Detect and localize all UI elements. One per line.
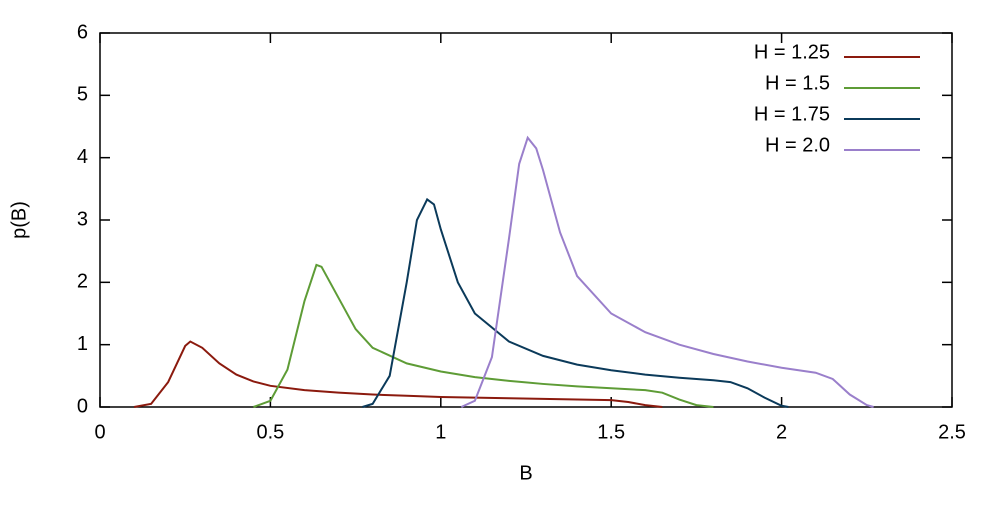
y-tick-label: 5 <box>77 84 88 106</box>
y-tick-label: 4 <box>77 146 88 168</box>
x-tick-label: 1 <box>435 421 446 443</box>
series-line <box>362 197 789 408</box>
x-tick-label: 0.5 <box>256 421 284 443</box>
x-axis-label: B <box>519 462 532 484</box>
series-line <box>133 340 663 408</box>
series-line <box>253 263 714 408</box>
legend-label: H = 1.75 <box>754 103 830 125</box>
legend-label: H = 1.5 <box>765 72 830 94</box>
x-tick-label: 2 <box>776 421 787 443</box>
legend-label: H = 2.0 <box>765 134 830 156</box>
y-tick-label: 0 <box>77 395 88 417</box>
x-tick-label: 2.5 <box>938 421 966 443</box>
y-tick-label: 1 <box>77 333 88 355</box>
legend-label: H = 1.25 <box>754 41 830 63</box>
series-line <box>460 135 874 408</box>
y-tick-label: 2 <box>77 271 88 293</box>
y-tick-label: 3 <box>77 208 88 230</box>
x-tick-label: 1.5 <box>597 421 625 443</box>
y-axis-label: p(B) <box>8 201 30 239</box>
y-tick-label: 6 <box>77 21 88 43</box>
x-tick-label: 0 <box>94 421 105 443</box>
